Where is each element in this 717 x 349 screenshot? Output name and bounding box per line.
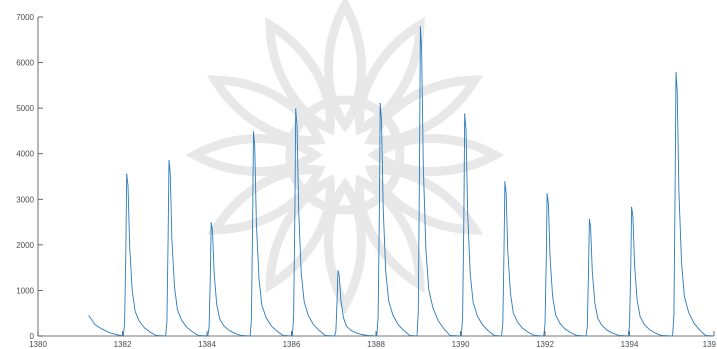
peak-point (419, 26, 421, 28)
watermark-petal (355, 17, 425, 136)
peak-point (464, 113, 466, 115)
peak-point (126, 173, 128, 175)
x-tick-label: 1390 (452, 340, 470, 349)
peak-point (546, 193, 548, 195)
rosette-watermark (185, 0, 505, 315)
watermark-petal (324, 0, 366, 133)
x-tick-label: 1392 (536, 340, 554, 349)
y-tick-label: 2000 (16, 241, 34, 250)
peak-point (631, 206, 633, 209)
peak-point (295, 108, 297, 110)
spectrum-series-line (88, 26, 715, 337)
y-tick-label: 5000 (16, 104, 34, 113)
peak-point (675, 71, 677, 74)
watermark-petal (367, 134, 505, 176)
peak-point (504, 181, 506, 183)
x-tick-label: 1386 (283, 340, 301, 349)
peak-point (168, 159, 170, 162)
watermark-petal (324, 177, 366, 315)
peak-point (379, 102, 381, 105)
x-tick-label: 1380 (29, 340, 47, 349)
x-tick-label: 1382 (114, 340, 132, 349)
x-tick-label: 1394 (621, 340, 639, 349)
watermark-petal (265, 17, 335, 136)
y-tick-label: 6000 (16, 59, 34, 68)
watermark-petal (207, 75, 326, 145)
peak-point (337, 270, 339, 272)
y-tick-label: 0 (30, 332, 35, 341)
y-tick-label: 3000 (16, 195, 34, 204)
y-tick-label: 7000 (16, 13, 34, 22)
plot-area (88, 26, 715, 337)
y-tick-label: 1000 (16, 286, 34, 295)
watermark-petal (265, 174, 335, 293)
peak-point (252, 131, 255, 133)
peak-point (588, 218, 590, 220)
x-tick-label: 139 (703, 340, 717, 349)
watermark-petal (364, 75, 483, 145)
watermark-petal (355, 174, 425, 293)
tick-labels: 0 1000 2000 3000 4000 5000 6000 7000 1380 1382 138… (16, 13, 716, 349)
x-tick-label: 1388 (367, 340, 385, 349)
peak-point (210, 222, 212, 224)
watermark-ring (285, 95, 405, 215)
y-tick-label: 4000 (16, 150, 34, 159)
watermark-petal (364, 165, 483, 235)
watermark-petal (185, 134, 323, 176)
x-tick-label: 1384 (198, 340, 216, 349)
